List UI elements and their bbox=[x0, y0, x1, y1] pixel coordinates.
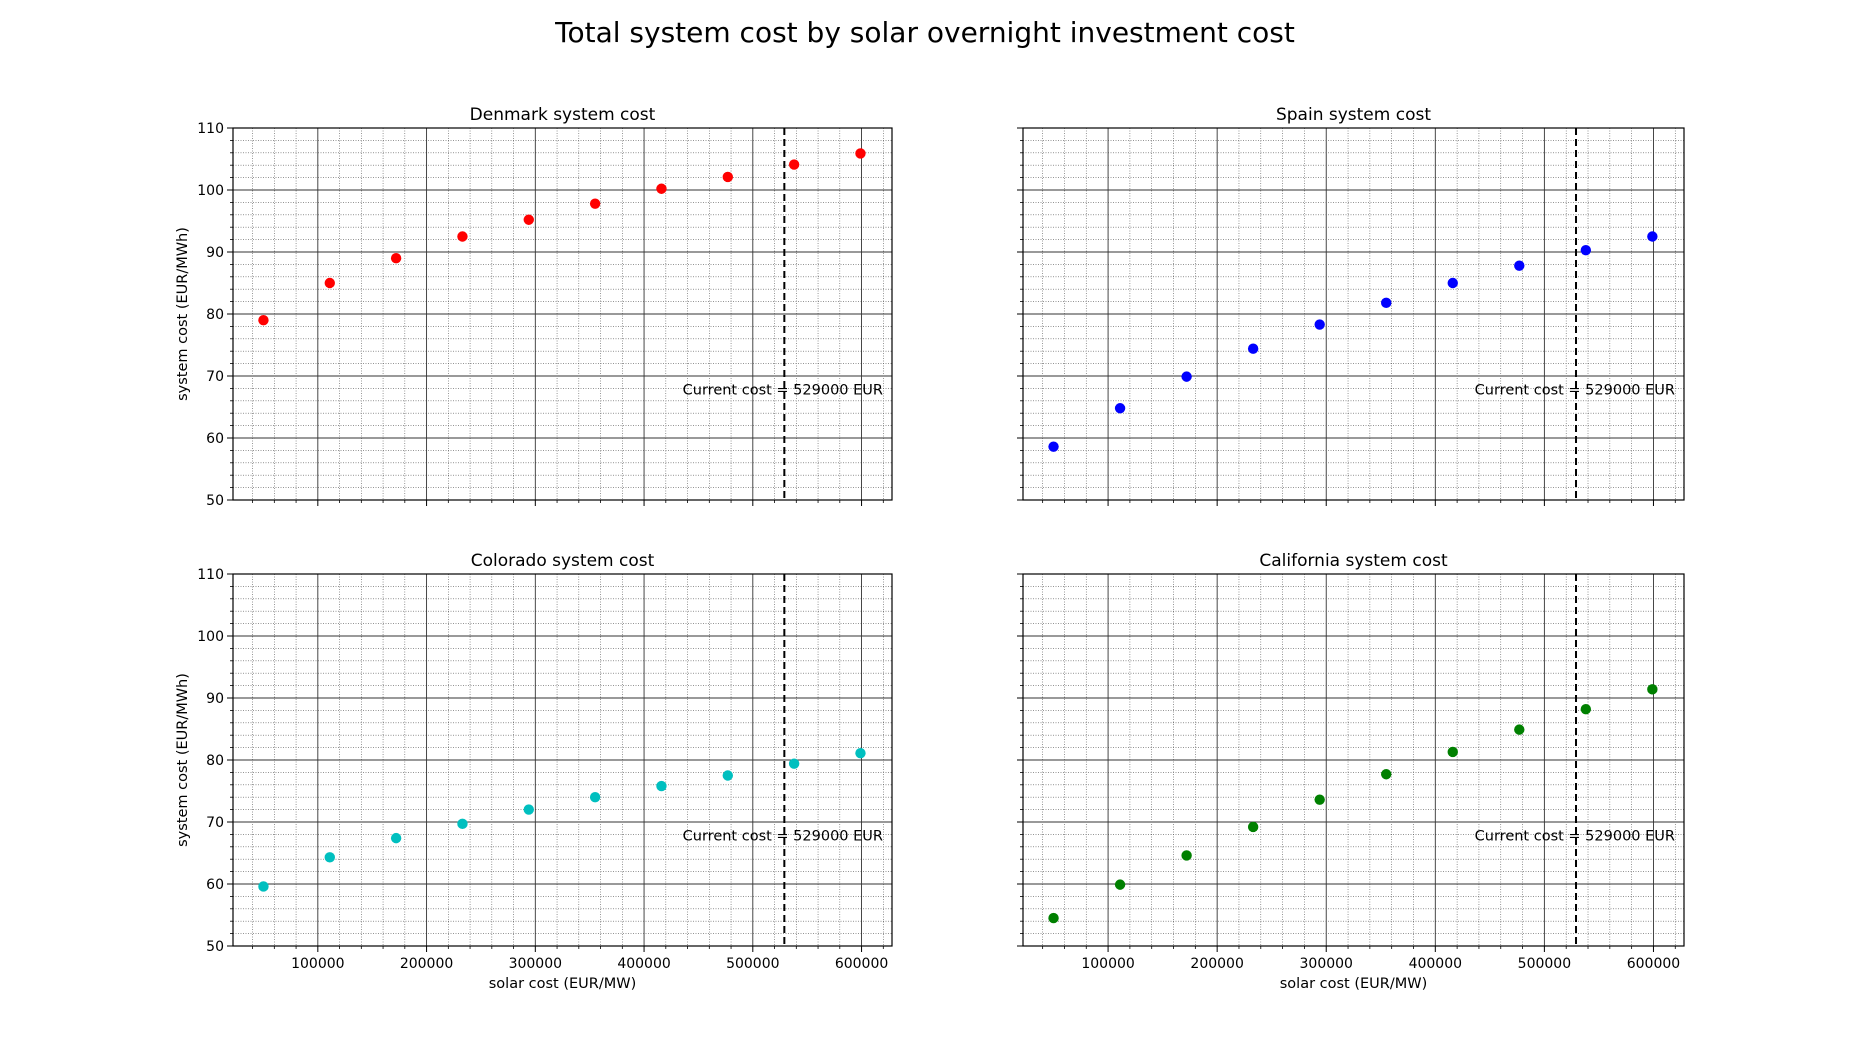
y-tick-label: 70 bbox=[206, 815, 224, 831]
colorado-major-grid bbox=[233, 573, 892, 947]
spain-data-point bbox=[1314, 319, 1325, 330]
colorado-current-cost-annotation: Current cost = 529000 EUR bbox=[683, 829, 883, 845]
y-tick-label: 110 bbox=[197, 121, 224, 137]
spain-major-grid bbox=[1023, 127, 1684, 501]
denmark-data-point bbox=[855, 148, 866, 159]
x-tick-label: 600000 bbox=[835, 956, 888, 972]
colorado-data-point bbox=[457, 818, 468, 830]
colorado-data-point bbox=[855, 747, 866, 759]
california-data-point bbox=[1181, 850, 1192, 861]
denmark-panel: 50 60 70 80 90 100 110 Denmark system cost syste… bbox=[175, 105, 893, 509]
colorado-panel-title: Colorado system cost bbox=[471, 551, 655, 571]
y-tick-label: 100 bbox=[197, 183, 224, 199]
california-data-point bbox=[1247, 821, 1259, 833]
y-tick-label: 80 bbox=[206, 307, 224, 323]
x-tick-label: 600000 bbox=[1627, 956, 1680, 972]
denmark-panel-title: Denmark system cost bbox=[470, 105, 656, 125]
denmark-y-axis-label: system cost (EUR/MWh) bbox=[175, 227, 191, 401]
y-tick-label: 50 bbox=[206, 939, 224, 955]
california-data-point bbox=[1514, 724, 1525, 735]
x-tick-label: 300000 bbox=[509, 956, 562, 972]
california-x-axis-label: solar cost (EUR/MW) bbox=[1280, 976, 1428, 992]
spain-panel-title: Spain system cost bbox=[1276, 105, 1431, 125]
y-tick-label: 110 bbox=[197, 567, 224, 583]
x-tick-label: 400000 bbox=[617, 956, 670, 972]
spain-data-point bbox=[1514, 260, 1525, 271]
colorado-data-point bbox=[390, 832, 402, 844]
spain-data-point bbox=[1580, 244, 1592, 256]
y-tick-label: 60 bbox=[206, 877, 224, 893]
figure-title: Total system cost by solar overnight inv… bbox=[554, 16, 1295, 49]
denmark-data-point bbox=[457, 231, 468, 242]
california-panel: 100000 200000 300000 400000 500000 600000 Cali… bbox=[1017, 551, 1685, 992]
colorado-data-point bbox=[722, 770, 733, 781]
x-tick-label: 500000 bbox=[1518, 956, 1571, 972]
denmark-data-point bbox=[788, 159, 800, 170]
california-data-point bbox=[1580, 703, 1592, 715]
california-major-grid bbox=[1023, 573, 1684, 947]
x-tick-label: 300000 bbox=[1300, 956, 1353, 972]
spain-panel: Spain system cost Current cost = 529000 E… bbox=[1017, 105, 1685, 506]
california-data-point bbox=[1647, 684, 1658, 695]
denmark-data-point bbox=[589, 198, 601, 209]
x-tick-label: 200000 bbox=[400, 956, 453, 972]
california-data-point bbox=[1314, 794, 1325, 805]
y-tick-label: 50 bbox=[206, 493, 224, 509]
california-current-cost-annotation: Current cost = 529000 EUR bbox=[1475, 829, 1675, 845]
california-panel-title: California system cost bbox=[1259, 551, 1448, 571]
spain-data-point bbox=[1181, 371, 1192, 382]
denmark-major-grid bbox=[233, 127, 892, 501]
spain-data-point bbox=[1647, 231, 1658, 242]
x-tick-label: 100000 bbox=[1081, 956, 1134, 972]
denmark-data-point bbox=[722, 171, 733, 183]
denmark-data-point bbox=[523, 214, 534, 225]
spain-data-point bbox=[1447, 277, 1458, 289]
spain-data-point bbox=[1114, 403, 1126, 414]
colorado-data-point bbox=[589, 792, 601, 803]
denmark-data-point bbox=[390, 253, 402, 264]
denmark-data-point bbox=[656, 183, 667, 194]
denmark-data-point bbox=[258, 315, 269, 326]
colorado-x-axis-label: solar cost (EUR/MW) bbox=[489, 976, 637, 992]
y-tick-label: 90 bbox=[206, 691, 224, 707]
colorado-data-point bbox=[788, 758, 800, 769]
spain-data-point bbox=[1381, 297, 1392, 309]
subplot-grid: 50 60 70 80 90 100 110 Denmark system cost syste… bbox=[175, 105, 1685, 992]
colorado-data-point bbox=[324, 852, 335, 863]
y-tick-label: 70 bbox=[206, 369, 224, 385]
denmark-data-point bbox=[324, 277, 335, 289]
colorado-data-point bbox=[258, 881, 269, 892]
california-data-point bbox=[1447, 746, 1458, 758]
x-tick-label: 400000 bbox=[1409, 956, 1462, 972]
spain-data-point bbox=[1247, 343, 1259, 354]
y-tick-label: 90 bbox=[206, 245, 224, 261]
spain-current-cost-annotation: Current cost = 529000 EUR bbox=[1475, 383, 1675, 399]
california-data-point bbox=[1381, 769, 1392, 780]
california-data-point bbox=[1048, 912, 1059, 924]
y-tick-label: 60 bbox=[206, 431, 224, 447]
x-tick-label: 200000 bbox=[1190, 956, 1243, 972]
colorado-data-point bbox=[656, 780, 667, 792]
colorado-data-point bbox=[523, 804, 534, 815]
california-data-point bbox=[1114, 879, 1126, 890]
x-tick-label: 100000 bbox=[291, 956, 344, 972]
y-tick-label: 80 bbox=[206, 753, 224, 769]
colorado-panel: 100000 200000 300000 400000 500000 600000 50 60… bbox=[175, 551, 893, 992]
x-tick-label: 500000 bbox=[726, 956, 779, 972]
denmark-current-cost-annotation: Current cost = 529000 EUR bbox=[683, 383, 883, 399]
y-tick-label: 100 bbox=[197, 629, 224, 645]
spain-data-point bbox=[1048, 441, 1059, 452]
colorado-y-axis-label: system cost (EUR/MWh) bbox=[175, 673, 191, 847]
